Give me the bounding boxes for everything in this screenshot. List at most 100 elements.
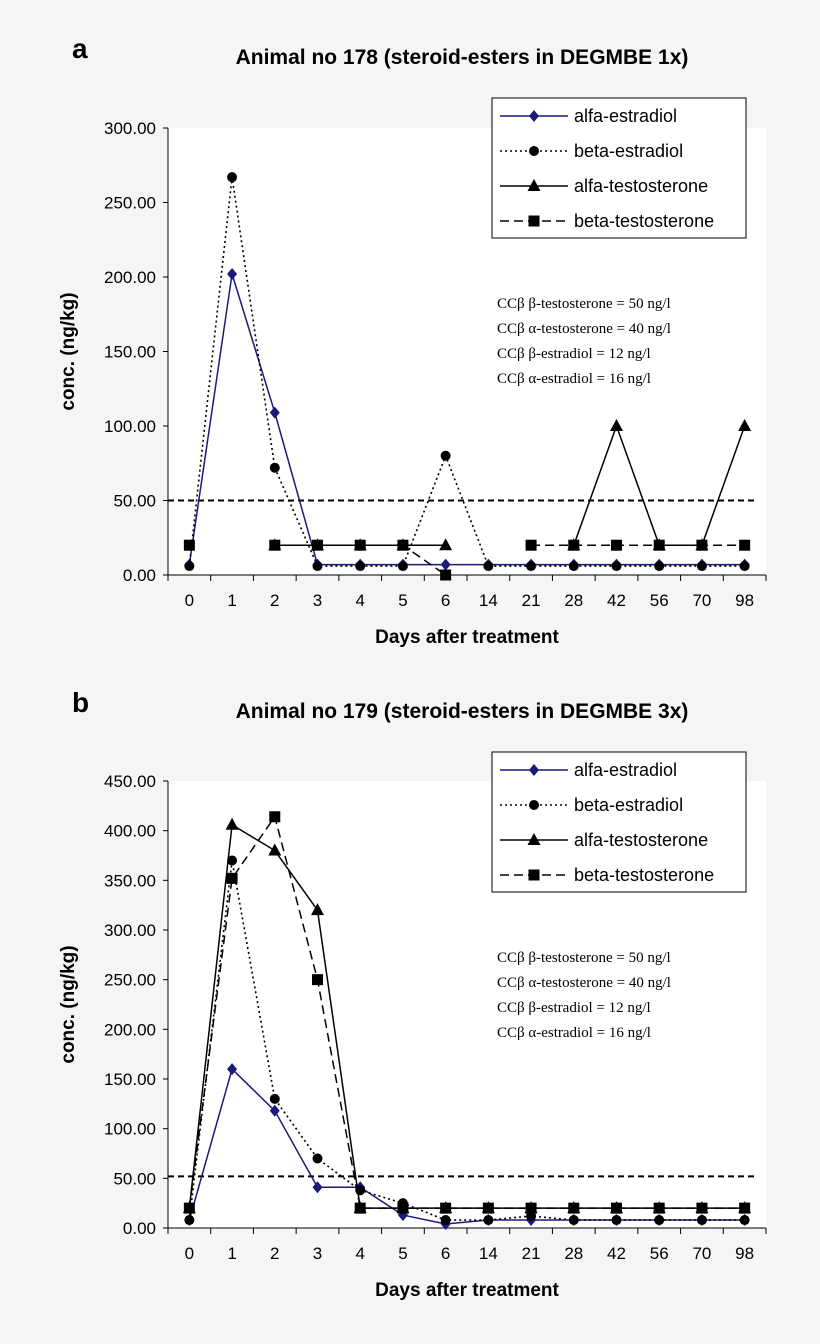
legend-label: beta-testosterone	[574, 211, 714, 231]
chart-title: Animal no 178 (steroid-esters in DEGMBE …	[236, 46, 689, 69]
x-tick-label: 56	[650, 591, 669, 610]
legend-marker	[529, 764, 539, 776]
legend-label: alfa-estradiol	[574, 106, 677, 126]
data-point	[268, 843, 282, 856]
data-point	[269, 462, 280, 473]
data-point	[227, 172, 238, 183]
y-tick-label: 100.00	[104, 1120, 156, 1139]
y-tick-label: 150.00	[104, 1070, 156, 1089]
chart-a: a Animal no 178 (steroid-esters in DEGMBE…	[58, 33, 767, 648]
x-tick-label: 2	[270, 1244, 279, 1263]
panel-label: a	[72, 33, 88, 64]
y-tick-label: 200.00	[104, 1020, 156, 1039]
chart-title: Animal no 179 (steroid-esters in DEGMBE …	[236, 700, 689, 723]
legend-label: alfa-estradiol	[574, 760, 677, 780]
y-tick-label: 350.00	[104, 871, 156, 890]
x-tick-label: 2	[270, 591, 279, 610]
x-tick-label: 21	[522, 1244, 541, 1263]
data-point	[397, 539, 409, 551]
series-beta-testosterone	[183, 539, 751, 581]
x-tick-label: 4	[355, 591, 364, 610]
x-tick-label: 28	[564, 591, 583, 610]
data-point	[482, 1202, 494, 1214]
data-point	[568, 1215, 579, 1226]
data-point	[440, 558, 451, 571]
annotation: CCβ α-estradiol = 16 ng/l	[497, 371, 651, 387]
data-point	[269, 811, 281, 823]
data-point	[525, 1202, 537, 1214]
data-point	[397, 1202, 409, 1214]
data-point	[611, 1202, 622, 1214]
data-point	[526, 561, 537, 572]
data-point	[312, 539, 323, 551]
y-tick-label: 450.00	[104, 772, 156, 791]
x-tick-label: 56	[650, 1244, 669, 1263]
x-tick-label: 28	[564, 1244, 583, 1263]
data-point	[183, 539, 195, 551]
data-point	[568, 1202, 580, 1214]
legend-label: beta-testosterone	[574, 865, 714, 885]
x-axis-label: Days after treatment	[375, 1280, 559, 1301]
data-point	[269, 539, 281, 551]
data-point	[696, 1202, 708, 1214]
legend-marker	[529, 800, 539, 810]
data-point	[312, 974, 323, 986]
data-point	[739, 1202, 751, 1214]
data-point	[440, 1215, 451, 1226]
data-point	[355, 561, 366, 572]
data-point	[568, 561, 579, 572]
series-line	[188, 273, 745, 566]
data-point	[483, 561, 494, 572]
data-point	[226, 872, 238, 884]
y-tick-label: 400.00	[104, 822, 156, 841]
data-point	[269, 1093, 280, 1104]
x-axis-label: Days after treatment	[375, 627, 559, 648]
y-tick-label: 250.00	[104, 194, 156, 213]
x-tick-label: 42	[607, 1244, 626, 1263]
data-point	[568, 539, 580, 551]
data-point	[738, 419, 752, 431]
data-point	[311, 903, 324, 916]
x-tick-label: 98	[735, 591, 754, 610]
data-point	[227, 268, 238, 281]
x-tick-label: 21	[522, 591, 541, 610]
annotation: CCβ α-testosterone = 40 ng/l	[497, 321, 671, 337]
data-point	[440, 450, 451, 461]
data-point	[696, 561, 707, 572]
data-point	[611, 1215, 622, 1226]
y-tick-label: 100.00	[104, 417, 156, 436]
data-point	[184, 1215, 195, 1226]
data-point	[439, 538, 453, 551]
y-tick-label: 150.00	[104, 343, 156, 362]
legend-label: beta-estradiol	[574, 141, 683, 161]
x-tick-label: 1	[227, 1244, 236, 1263]
y-axis-label: conc. (ng/kg)	[58, 945, 79, 1063]
x-tick-label: 42	[607, 591, 626, 610]
legend-marker	[527, 179, 541, 191]
x-tick-label: 5	[398, 1244, 407, 1263]
data-point	[440, 1202, 452, 1214]
data-point	[184, 561, 195, 572]
x-tick-label: 98	[735, 1244, 754, 1263]
y-tick-label: 0.00	[123, 566, 156, 585]
data-point	[225, 817, 239, 830]
series-line	[188, 814, 745, 1209]
chart-b: b Animal no 179 (steroid-esters in DEGMBE…	[58, 687, 767, 1301]
data-point	[654, 1215, 665, 1226]
legend-marker	[529, 146, 539, 156]
legend: alfa-estradiol beta-estradiol alfa-testost…	[491, 751, 747, 893]
data-point	[440, 569, 452, 581]
panel-label: b	[72, 687, 89, 718]
x-tick-label: 6	[441, 1244, 450, 1263]
data-point	[525, 539, 537, 551]
data-point	[483, 1215, 494, 1226]
data-point	[227, 1063, 238, 1076]
legend: alfa-estradiol beta-estradiol alfa-testost…	[491, 97, 747, 239]
data-point	[354, 539, 366, 551]
data-point	[269, 406, 280, 419]
x-tick-label: 3	[313, 591, 322, 610]
y-tick-label: 250.00	[104, 971, 156, 990]
annotation: CCβ β-testosterone = 50 ng/l	[497, 296, 671, 312]
legend-marker	[528, 215, 540, 227]
